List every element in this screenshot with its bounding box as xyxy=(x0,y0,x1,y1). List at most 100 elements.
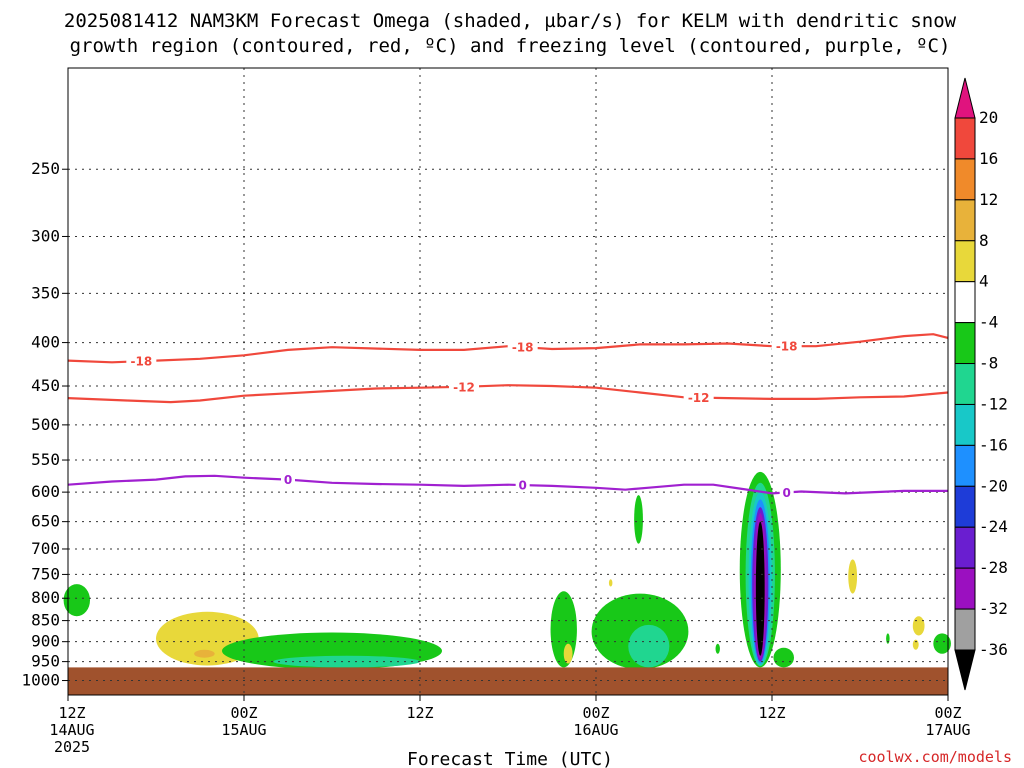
contour-label: -12 xyxy=(688,391,710,405)
colorbar-label: -32 xyxy=(979,599,1008,618)
contour-line xyxy=(67,474,948,495)
colorbar-band xyxy=(954,240,976,283)
colorbar-label: 20 xyxy=(979,108,998,127)
contour-label-bg xyxy=(507,340,538,355)
colorbar-label: 8 xyxy=(979,231,989,250)
omega-region xyxy=(273,655,420,668)
colorbar-band xyxy=(954,567,976,610)
omega-region xyxy=(715,643,720,654)
colorbar-band xyxy=(954,649,976,691)
x-tick-label: 16AUG xyxy=(573,721,618,739)
colorbar-band xyxy=(954,403,976,446)
y-tick-label: 350 xyxy=(31,283,60,302)
contour-label-bg xyxy=(683,390,714,405)
x-axis-label: Forecast Time (UTC) xyxy=(407,749,613,768)
omega-shading xyxy=(63,471,951,670)
omega-region xyxy=(634,495,643,544)
colorbar-label: -16 xyxy=(979,435,1008,454)
x-tick-label: 12Z xyxy=(758,704,785,722)
contour-label-bg xyxy=(281,472,295,487)
plot-frame xyxy=(67,67,949,696)
ground-fill xyxy=(68,667,948,695)
colorbar-label: 16 xyxy=(979,149,998,168)
omega-region xyxy=(608,579,613,587)
y-tick-label: 500 xyxy=(31,415,60,434)
contour-label: -18 xyxy=(512,341,534,355)
contour-line xyxy=(67,333,949,364)
y-tick-label: 750 xyxy=(31,564,60,583)
y-tick-label: 300 xyxy=(31,226,60,245)
contour-label: 0 xyxy=(782,486,790,500)
x-tick-label: 12Z xyxy=(58,704,85,722)
temperature-contours: -18 -18 -18 -12 -12 0 0 0 xyxy=(67,333,949,500)
omega-region xyxy=(63,584,90,617)
omega-colorbar: 20 16 12 8 4 -4 -8 -12 -16 -20 -24 -28 -32 -36 xyxy=(954,77,1008,691)
omega-region xyxy=(755,521,765,656)
contour-label: -18 xyxy=(776,340,798,354)
omega-region xyxy=(194,649,215,658)
contour-label: 0 xyxy=(284,473,292,487)
contour-label-bg xyxy=(771,339,802,354)
colorbar-band xyxy=(954,117,976,160)
contour-label-bg xyxy=(515,478,530,493)
colorbar-label: 4 xyxy=(979,272,989,291)
contour-label: 0 xyxy=(518,479,526,493)
colorbar-label: -28 xyxy=(979,558,1008,577)
y-tick-label: 250 xyxy=(31,159,60,178)
colorbar-band xyxy=(954,608,976,651)
y-tick-label: 550 xyxy=(31,450,60,469)
y-tick-label: 1000 xyxy=(21,671,60,690)
contour-label-bg xyxy=(779,485,794,500)
colorbar-label: -24 xyxy=(979,517,1008,536)
x-tick-label: 14AUG xyxy=(49,721,94,739)
x-tick-label: 00Z xyxy=(934,704,961,722)
colorbar-band xyxy=(954,322,976,365)
y-tick-label: 600 xyxy=(31,482,60,501)
y-tick-label: 400 xyxy=(31,333,60,352)
y-tick-label: 800 xyxy=(31,588,60,607)
y-tick-label: 650 xyxy=(31,512,60,531)
omega-region xyxy=(550,591,577,668)
y-tick-label: 850 xyxy=(31,611,60,630)
contour-line xyxy=(67,384,949,404)
pressure-grid xyxy=(67,68,949,695)
colorbar-band xyxy=(954,526,976,569)
colorbar-band xyxy=(954,77,976,119)
contour-label-bg xyxy=(126,354,157,369)
omega-region xyxy=(912,616,925,636)
y-tick-label: 450 xyxy=(31,376,60,395)
omega-region xyxy=(563,643,573,664)
chart-title-line-1: 2025081412 NAM3KM Forecast Omega (shaded… xyxy=(64,10,957,32)
x-tick-label: 2025 xyxy=(54,738,90,756)
ground-surface xyxy=(68,667,948,695)
colorbar-label: -20 xyxy=(979,476,1008,495)
omega-region xyxy=(848,559,858,594)
colorbar-label: -8 xyxy=(979,354,998,373)
contour-label-bg xyxy=(449,379,479,394)
credit-text: coolwx.com/models xyxy=(858,748,1012,766)
x-tick-label: 00Z xyxy=(582,704,609,722)
colorbar-band xyxy=(954,444,976,487)
colorbar-band xyxy=(954,281,976,324)
colorbar-label: -4 xyxy=(979,313,998,332)
contour-label: -12 xyxy=(453,380,475,394)
colorbar-label: -36 xyxy=(979,640,1008,659)
omega-region xyxy=(912,639,919,650)
colorbar-label: -12 xyxy=(979,394,1008,413)
colorbar-band xyxy=(954,158,976,201)
omega-region xyxy=(628,624,670,668)
y-tick-label: 950 xyxy=(31,652,60,671)
pressure-axis: 250 300 350 400 450 500 550 600 650 700 750 800 850 9… xyxy=(21,159,68,690)
omega-region xyxy=(886,633,890,644)
omega-region xyxy=(933,633,951,654)
omega-region xyxy=(773,647,794,668)
x-tick-label: 12Z xyxy=(406,704,433,722)
x-tick-label: 15AUG xyxy=(221,721,266,739)
colorbar-band xyxy=(954,363,976,405)
colorbar-band xyxy=(954,199,976,242)
colorbar-label: 12 xyxy=(979,190,998,209)
chart-title-line-2: growth region (contoured, red, ºC) and f… xyxy=(70,35,951,57)
y-tick-label: 700 xyxy=(31,539,60,558)
